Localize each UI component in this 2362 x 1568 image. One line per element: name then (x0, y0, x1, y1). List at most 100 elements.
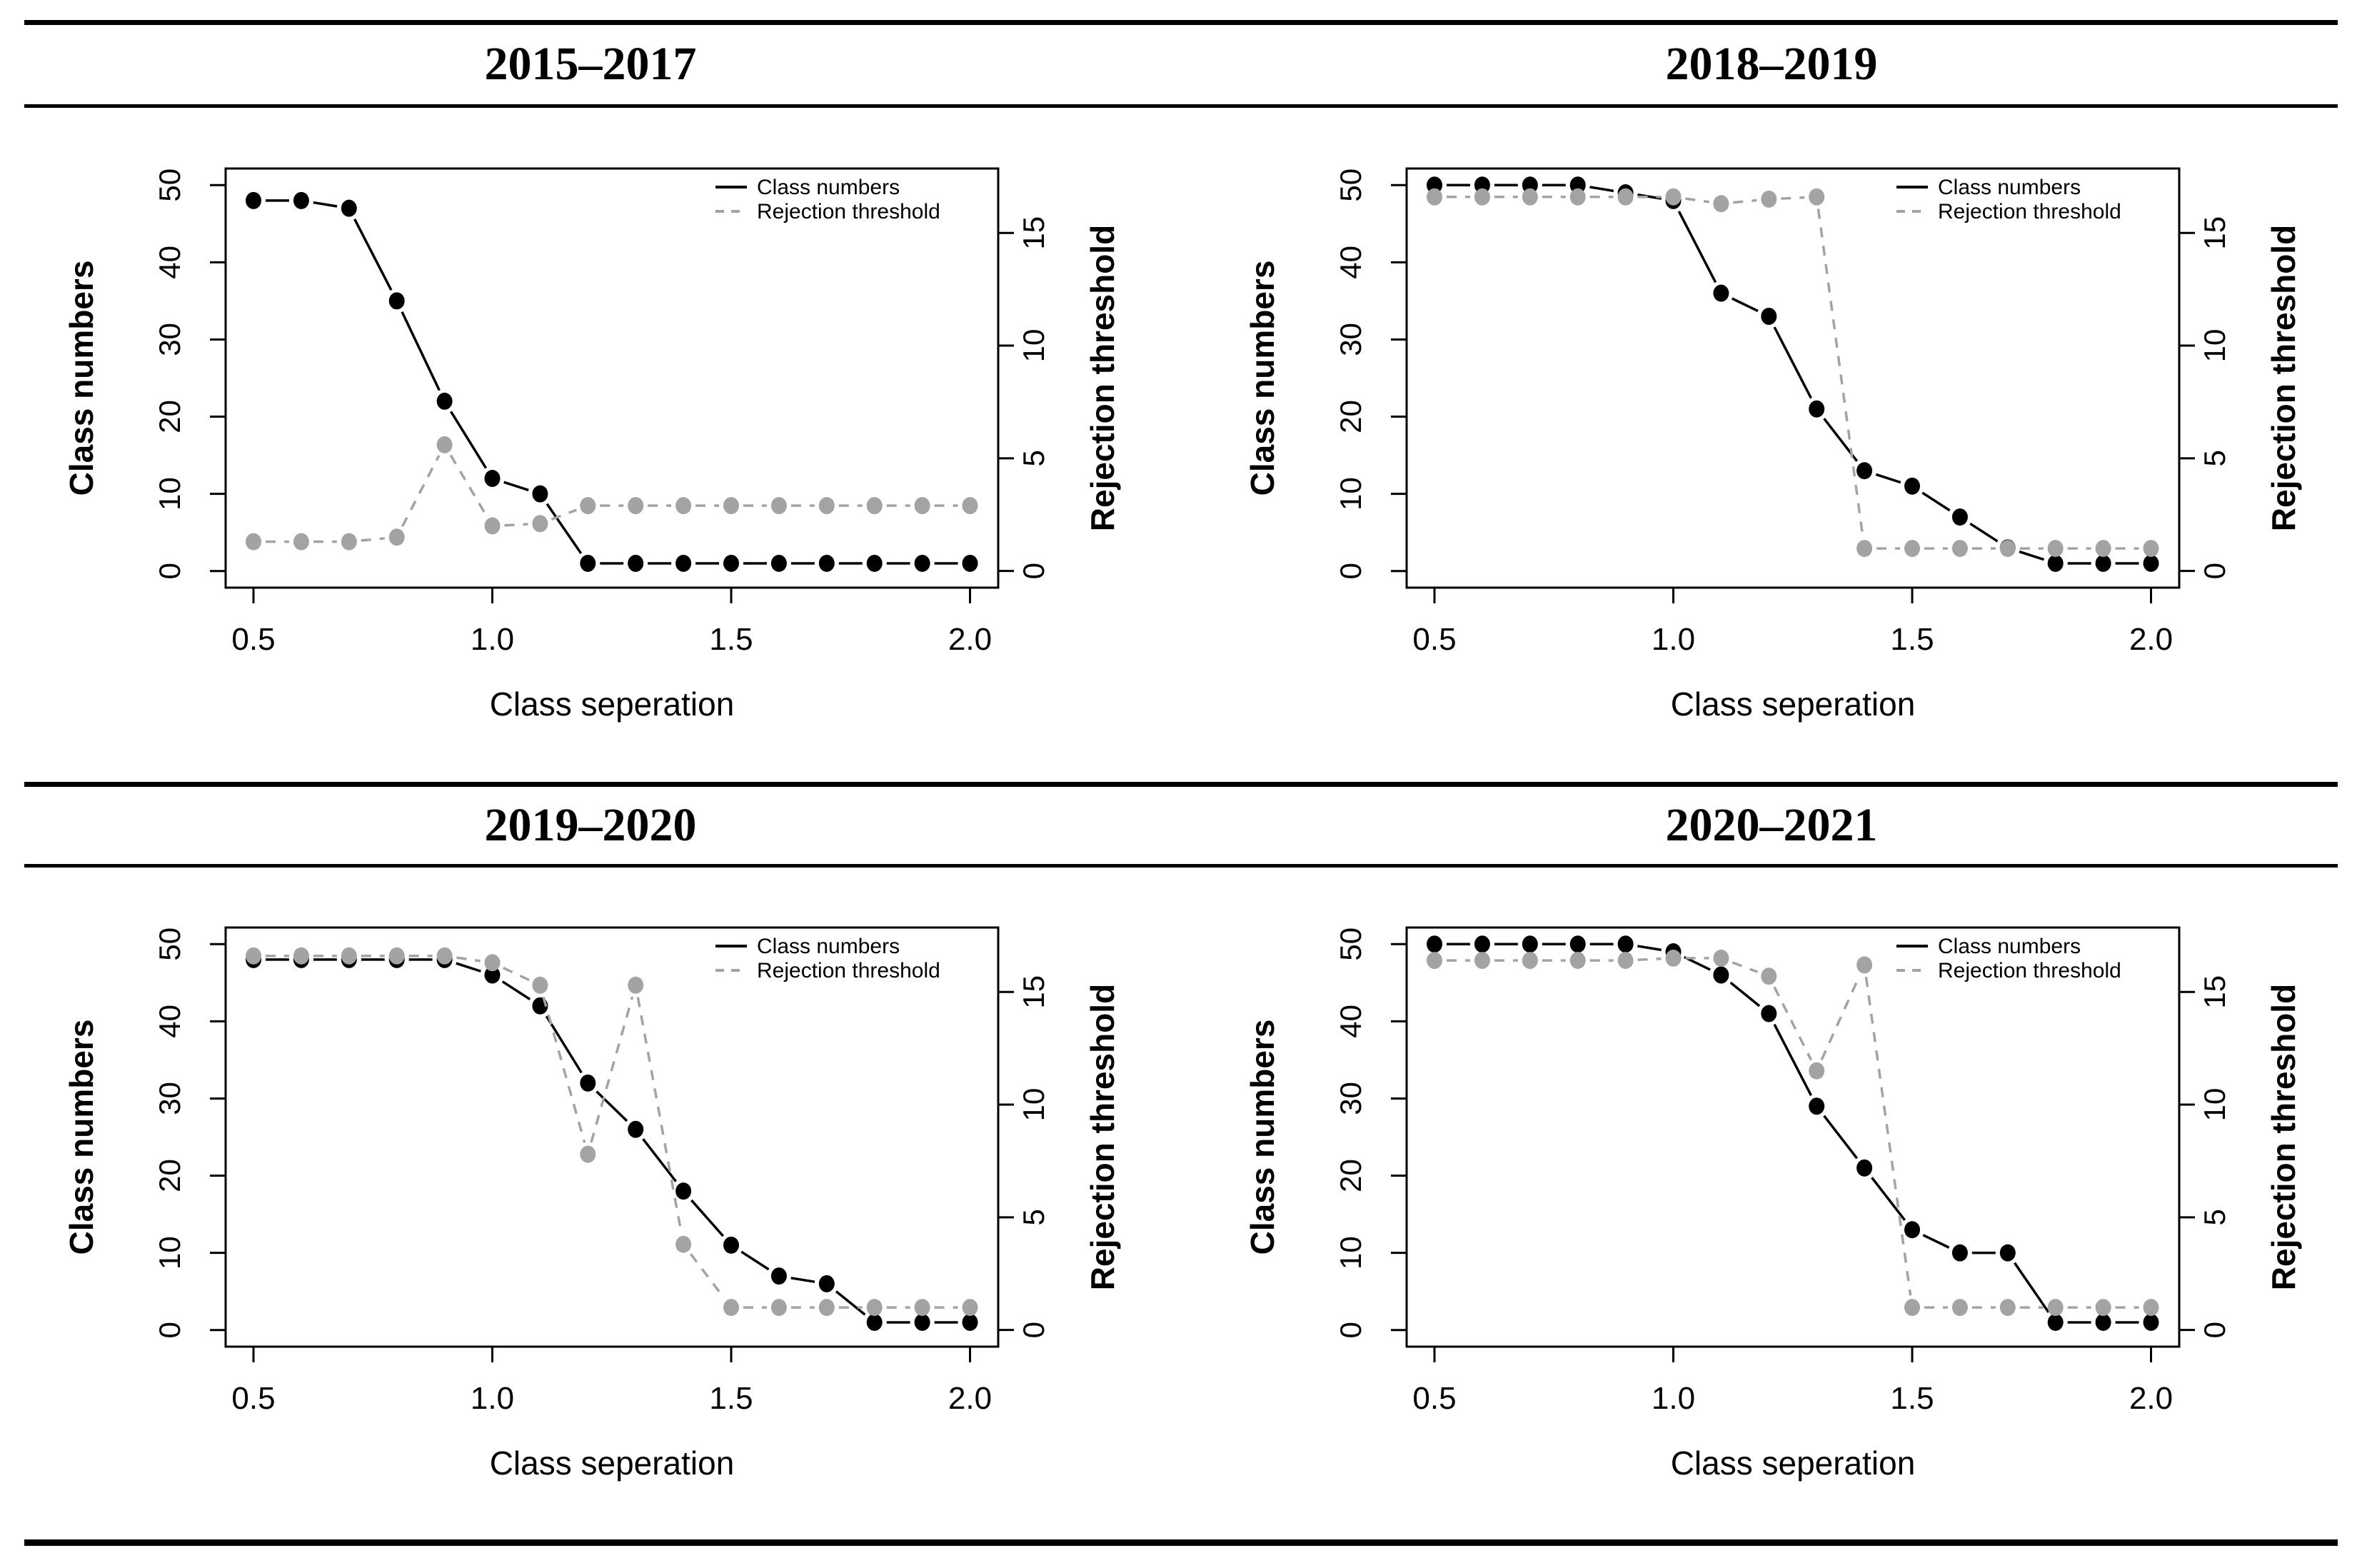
y-axis-right-tick-label: 5 (1017, 450, 1050, 466)
y-axis-left-tick-label: 40 (153, 246, 186, 279)
series-segment (1637, 945, 1662, 952)
data-point (436, 947, 453, 965)
data-point (866, 554, 883, 572)
data-point (2047, 554, 2064, 572)
data-point (1761, 968, 1777, 985)
data-point (580, 1074, 596, 1092)
chart-canvas: 0.5 1.0 1.5 2.0 0 10 20 30 40 50 0 5 10 15 Class numbe… (1244, 167, 2302, 723)
series-segment (450, 411, 488, 469)
legend-label-rejection-threshold: Rejection threshold (757, 200, 940, 223)
series-segment (642, 1138, 678, 1182)
data-point (770, 554, 787, 572)
data-point (388, 528, 405, 546)
data-point (1522, 188, 1538, 206)
data-point (1904, 1221, 1921, 1239)
data-point (866, 1299, 883, 1317)
data-point (770, 1267, 787, 1285)
rule-under-titles-row1 (24, 104, 2338, 108)
data-point (962, 1299, 978, 1317)
data-point (770, 497, 787, 515)
y-axis-right-tick-label: 0 (1017, 1322, 1050, 1338)
y-axis-left-tick-label: 30 (1334, 323, 1367, 356)
data-point (1856, 540, 1873, 558)
data-point (2047, 1313, 2064, 1331)
data-point (1904, 477, 1921, 495)
series-segment (1637, 957, 1662, 962)
series-segment (835, 1290, 866, 1316)
y-axis-right-title: Rejection threshold (2265, 225, 2302, 531)
x-axis-tick-label: 2.0 (948, 1381, 992, 1416)
data-point (628, 497, 644, 515)
data-point (818, 554, 835, 572)
data-point (1951, 508, 1968, 526)
data-point (1522, 952, 1538, 970)
series-rejection-threshold (1427, 188, 2159, 558)
x-axis-tick-label: 2.0 (948, 622, 992, 657)
legend-label-rejection-threshold: Rejection threshold (757, 959, 940, 982)
legend-label-class-numbers: Class numbers (1938, 935, 2081, 958)
series-segment (401, 455, 441, 528)
data-point (914, 1299, 930, 1317)
legend-label-class-numbers: Class numbers (757, 176, 900, 199)
y-axis-right-title: Rejection threshold (1084, 984, 1121, 1290)
data-point (1522, 935, 1538, 953)
x-axis-tick-label: 1.5 (709, 622, 753, 657)
data-point (914, 497, 930, 515)
data-point (1474, 188, 1490, 206)
series-rejection-threshold (1427, 949, 2159, 1317)
data-point (1569, 935, 1586, 953)
y-axis-left-tick-label: 50 (153, 928, 186, 961)
series-segment (1921, 491, 1951, 512)
chart-canvas: 0.5 1.0 1.5 2.0 0 10 20 30 40 50 0 5 10 15 Class numbe… (63, 926, 1121, 1482)
data-point (2095, 1313, 2111, 1331)
series-class-numbers (1427, 176, 2159, 572)
data-point (1904, 1299, 1921, 1317)
series-segment (551, 508, 578, 521)
data-point (1665, 188, 1682, 206)
panel-title-2020-2021: 2020–2021 (1665, 799, 1878, 851)
series-segment (449, 454, 488, 516)
y-axis-left-title: Class numbers (1244, 261, 1281, 496)
data-point (866, 1313, 883, 1331)
y-axis-left-tick-label: 40 (1334, 246, 1367, 279)
y-axis-right-tick-label: 5 (1017, 1209, 1050, 1225)
data-point (675, 554, 692, 572)
data-point (1856, 462, 1873, 480)
x-axis-tick-label: 0.5 (231, 622, 275, 657)
data-point (2095, 540, 2111, 558)
legend-label-class-numbers: Class numbers (1938, 176, 2081, 199)
y-axis-left-tick-label: 10 (1334, 477, 1367, 511)
legend-label-rejection-threshold: Rejection threshold (1938, 959, 2121, 982)
data-point (1427, 176, 1443, 194)
series-segment (456, 962, 481, 973)
data-point (1761, 308, 1777, 326)
data-point (818, 1299, 835, 1317)
series-segment (361, 537, 385, 542)
y-axis-right-title: Rejection threshold (1084, 225, 1121, 531)
series-segment (1589, 186, 1614, 193)
data-point (580, 554, 596, 572)
data-point (341, 199, 357, 217)
series-segment (501, 980, 531, 1000)
x-axis-tick-label: 1.0 (471, 622, 514, 657)
data-point (1856, 1159, 1873, 1177)
data-point (246, 533, 262, 551)
data-point (675, 1235, 692, 1253)
x-axis-tick-label: 2.0 (2129, 622, 2173, 657)
data-point (1427, 188, 1443, 206)
data-point (2143, 1299, 2159, 1317)
data-point (246, 191, 262, 209)
series-rejection-threshold (246, 947, 978, 1317)
data-point (1665, 949, 1682, 967)
series-segment (353, 218, 393, 291)
data-point (1951, 1244, 1968, 1262)
x-axis-title: Class seperation (1671, 685, 1916, 723)
x-axis-title: Class seperation (1671, 1444, 1916, 1482)
data-point (628, 554, 644, 572)
y-axis-left-tick-label: 50 (1334, 169, 1367, 202)
x-axis-title: Class seperation (490, 1444, 735, 1482)
series-segment (542, 996, 586, 1143)
data-point (723, 1236, 740, 1254)
y-axis-left-tick-label: 0 (1334, 563, 1367, 579)
data-point (1951, 540, 1968, 558)
